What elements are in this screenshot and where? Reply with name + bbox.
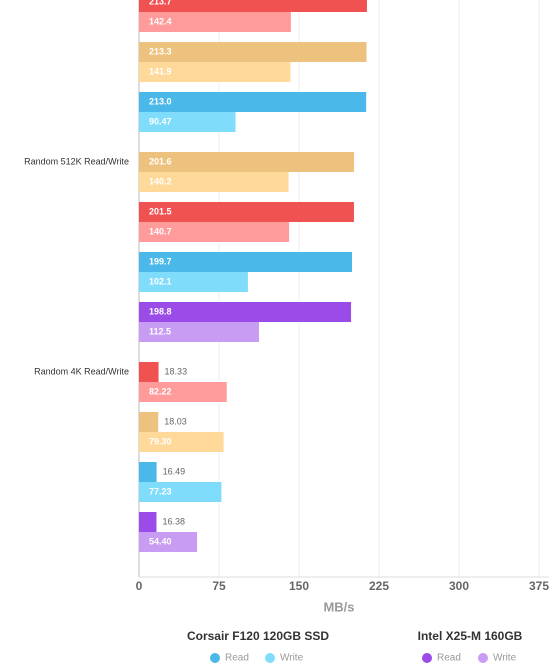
value-label: 18.33 [165,366,188,376]
bar [139,382,227,402]
bar [139,482,222,502]
bar [139,512,157,532]
x-tick-label: 375 [529,579,549,593]
bar [139,112,236,132]
bar [139,42,367,62]
category-label: Random 512K Read/Write [24,156,129,166]
value-label: 201.5 [149,206,172,216]
value-label: 54.40 [149,536,172,546]
bar [139,302,352,322]
legend-title: Corsair F120 120GB SSD [187,629,329,643]
legend-label: Read [437,653,461,663]
legend-swatch [265,653,275,663]
legend-label: Write [280,653,304,663]
legend-title: Intel X25-M 160GB [418,629,523,643]
value-label: 213.3 [149,46,172,56]
x-tick-label: 0 [136,579,143,593]
bar [139,412,159,432]
value-label: 112.5 [149,326,171,336]
x-tick-label: 75 [212,579,226,593]
value-label: 213.0 [149,96,172,106]
value-label: 199.7 [149,256,172,266]
bar [139,202,354,222]
value-label: 140.7 [149,226,172,236]
value-label: 140.2 [149,176,172,186]
value-label: 16.49 [163,466,186,476]
bar [139,62,291,82]
bar [139,172,289,192]
bar [139,362,159,382]
bar [139,92,367,112]
value-label: 16.38 [162,516,185,526]
legend-swatch [422,653,432,663]
legend-label: Read [225,653,249,663]
value-label: 18.03 [164,416,187,426]
value-label: 141.9 [149,66,172,76]
x-tick-label: 225 [369,579,389,593]
bar [139,222,290,242]
legend-swatch [210,653,220,663]
value-label: 198.8 [149,306,172,316]
category-label: Random 4K Read/Write [34,366,129,376]
bar [139,12,291,32]
value-label: 213.7 [149,0,172,6]
value-label: 79.30 [149,436,172,446]
value-label: 201.6 [149,156,172,166]
bar [139,432,224,452]
value-label: 142.4 [149,16,172,26]
x-tick-label: 150 [289,579,309,593]
legend-label: Write [493,653,517,663]
bar [139,152,355,172]
bar [139,272,248,292]
bar [139,532,198,552]
legend-swatch [478,653,488,663]
bar [139,322,259,342]
value-label: 77.23 [149,486,172,496]
value-label: 102.1 [149,276,172,286]
bar [139,462,157,482]
x-tick-label: 300 [449,579,469,593]
bar [139,252,353,272]
bar [139,0,367,12]
x-axis-label: MB/s [323,599,354,614]
value-label: 90.47 [149,116,172,126]
value-label: 82.22 [149,386,172,396]
